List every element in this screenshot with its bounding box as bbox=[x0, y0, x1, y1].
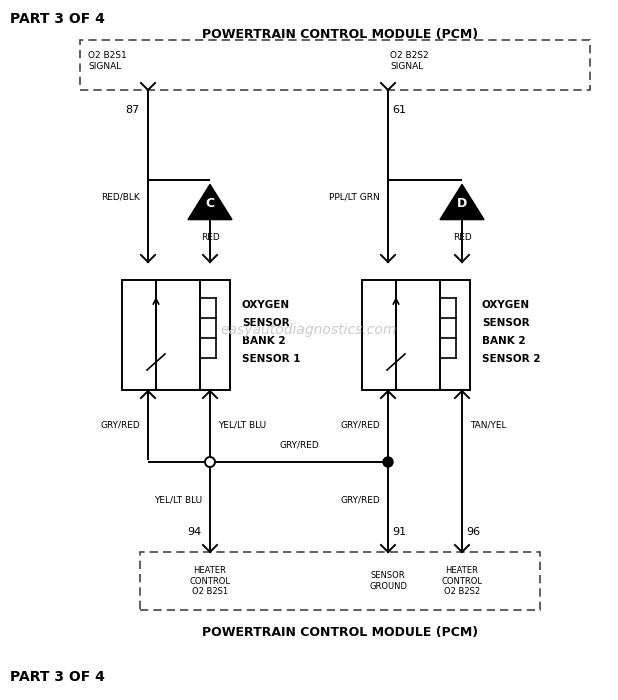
Text: RED: RED bbox=[452, 234, 472, 242]
Text: HEATER
CONTROL
O2 B2S1: HEATER CONTROL O2 B2S1 bbox=[190, 566, 231, 596]
Text: 61: 61 bbox=[392, 105, 406, 115]
Text: C: C bbox=[205, 197, 214, 209]
Text: 87: 87 bbox=[125, 105, 140, 115]
Text: SENSOR 2: SENSOR 2 bbox=[482, 354, 541, 364]
Text: 94: 94 bbox=[188, 527, 202, 537]
Text: PART 3 OF 4: PART 3 OF 4 bbox=[10, 670, 105, 684]
Text: GRY/RED: GRY/RED bbox=[341, 421, 380, 430]
Text: GRY/RED: GRY/RED bbox=[100, 421, 140, 430]
Text: BANK 2: BANK 2 bbox=[482, 336, 526, 346]
Bar bbox=[140, 552, 540, 610]
Text: PPL/LT GRN: PPL/LT GRN bbox=[329, 193, 380, 202]
Bar bbox=[80, 40, 590, 90]
Text: SENSOR 1: SENSOR 1 bbox=[242, 354, 300, 364]
Text: D: D bbox=[457, 197, 467, 209]
Text: SENSOR
GROUND: SENSOR GROUND bbox=[369, 571, 407, 591]
Text: 91: 91 bbox=[392, 527, 406, 537]
Text: PART 3 OF 4: PART 3 OF 4 bbox=[10, 12, 105, 26]
Text: OXYGEN: OXYGEN bbox=[482, 300, 530, 310]
Text: OXYGEN: OXYGEN bbox=[242, 300, 290, 310]
Text: GRY/RED: GRY/RED bbox=[341, 496, 380, 505]
Bar bbox=[122, 280, 230, 390]
Text: POWERTRAIN CONTROL MODULE (PCM): POWERTRAIN CONTROL MODULE (PCM) bbox=[202, 28, 478, 41]
Text: 96: 96 bbox=[466, 527, 480, 537]
Text: HEATER
CONTROL
O2 B2S2: HEATER CONTROL O2 B2S2 bbox=[441, 566, 483, 596]
Text: BANK 2: BANK 2 bbox=[242, 336, 286, 346]
Text: YEL/LT BLU: YEL/LT BLU bbox=[218, 421, 266, 430]
Text: O2 B2S2
SIGNAL: O2 B2S2 SIGNAL bbox=[390, 51, 429, 71]
Text: GRY/RED: GRY/RED bbox=[279, 440, 319, 449]
Circle shape bbox=[205, 457, 215, 467]
Text: SENSOR: SENSOR bbox=[242, 318, 290, 328]
Circle shape bbox=[383, 457, 393, 467]
Text: POWERTRAIN CONTROL MODULE (PCM): POWERTRAIN CONTROL MODULE (PCM) bbox=[202, 626, 478, 639]
Text: SENSOR: SENSOR bbox=[482, 318, 530, 328]
Bar bbox=[362, 280, 470, 390]
Text: YEL/LT BLU: YEL/LT BLU bbox=[154, 496, 202, 505]
Text: TAN/YEL: TAN/YEL bbox=[470, 421, 507, 430]
Polygon shape bbox=[188, 184, 232, 220]
Text: RED: RED bbox=[201, 234, 219, 242]
Text: RED/BLK: RED/BLK bbox=[101, 193, 140, 202]
Text: O2 B2S1
SIGNAL: O2 B2S1 SIGNAL bbox=[88, 51, 127, 71]
Text: easyautodiagnostics.com: easyautodiagnostics.com bbox=[221, 323, 397, 337]
Polygon shape bbox=[440, 184, 484, 220]
